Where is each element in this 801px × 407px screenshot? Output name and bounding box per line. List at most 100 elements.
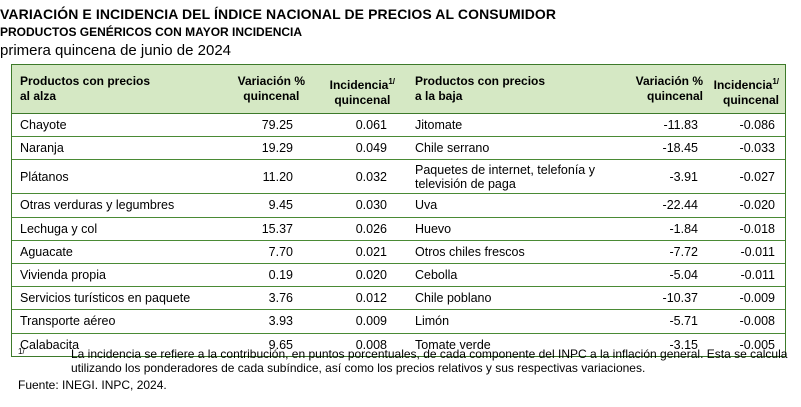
variation-up: 9.45 — [268, 198, 293, 213]
incidence-down: -0.020 — [739, 198, 775, 213]
product-down: Jitomate — [415, 118, 463, 132]
variation-up: 3.93 — [268, 314, 293, 329]
variation-up: 15.37 — [261, 221, 293, 236]
variation-down: -22.44 — [662, 198, 698, 213]
table-row: Transporte aéreo 3.93 0.009 Limón -5.71 … — [12, 310, 785, 334]
incidence-up: 0.021 — [355, 244, 387, 259]
incidence-up: 0.030 — [355, 198, 387, 213]
variation-down: -1.84 — [669, 221, 699, 236]
incidence-down: -0.009 — [739, 291, 775, 306]
product-down-line2: televisión de paga — [415, 177, 516, 192]
header-baja: Productos con precios a la baja — [415, 74, 545, 104]
incidence-up: 0.026 — [355, 221, 387, 236]
product-down: Chile serrano — [415, 141, 490, 156]
footnote-text: La incidencia se refiere a la contribuci… — [71, 347, 788, 375]
header-var-alza-line2: quincenal — [243, 89, 300, 103]
table-row: Lechuga y col 15.37 0.026 Huevo -1.84 -0… — [12, 218, 785, 241]
product-down: Limón — [415, 314, 450, 329]
incidence-down: -0.011 — [740, 267, 775, 282]
variation-up: 79.25 — [261, 118, 293, 132]
table-title: VARIACIÓN E INCIDENCIA DEL ÍNDICE NACION… — [0, 6, 557, 22]
header-var-alza-line1: Variación % — [237, 74, 305, 88]
table-period: primera quincena de junio de 2024 — [0, 42, 231, 59]
product-down: Otros chiles frescos — [415, 244, 525, 259]
product-down-line1: Paquetes de internet, telefonía y — [415, 163, 595, 178]
header-inc-alza: Incidencia1/ quincenal — [330, 74, 395, 108]
header-inc-alza-sup: 1/ — [388, 77, 395, 86]
table-row: Plátanos 11.20 0.032 Paquetes de interne… — [12, 160, 785, 195]
header-alza-line2: al alza — [20, 89, 57, 103]
variation-down: -7.72 — [669, 244, 699, 259]
variation-up: 19.29 — [261, 141, 293, 156]
variation-up: 3.76 — [268, 291, 293, 306]
header-inc-baja-line1: Incidencia — [713, 78, 773, 92]
product-up: Transporte aéreo — [20, 314, 116, 329]
product-up: Lechuga y col — [20, 221, 98, 236]
product-up: Vivienda propia — [20, 267, 106, 282]
header-baja-line2: a la baja — [415, 89, 463, 103]
product-down: Uva — [415, 198, 438, 213]
product-down: Tomate verde — [415, 337, 491, 352]
table-row: Chayote 79.25 0.061 Jitomate -11.83 -0.0… — [12, 114, 785, 138]
header-var-baja: Variación % quincenal — [636, 74, 703, 104]
incidence-up: 0.008 — [355, 337, 387, 352]
variation-up: 9.65 — [268, 337, 293, 352]
incidence-down: -0.005 — [739, 337, 775, 352]
table-row: Naranja 19.29 0.049 Chile serrano -18.45… — [12, 137, 785, 161]
incidence-up: 0.032 — [355, 170, 387, 185]
header-var-baja-line2: quincenal — [646, 89, 703, 103]
product-down: Paquetes de internet, telefonía y televi… — [415, 163, 595, 191]
footnote-marker: 1/ — [18, 347, 25, 356]
incidence-up: 0.012 — [355, 291, 387, 306]
product-up: Servicios turísticos en paquete — [20, 291, 191, 306]
incidence-up: 0.009 — [355, 314, 387, 329]
variation-up: 11.20 — [262, 170, 293, 185]
incidence-up: 0.061 — [355, 118, 387, 132]
table-row: Calabacita 9.65 0.008 Tomate verde -3.15… — [12, 334, 785, 356]
header-inc-baja-sup: 1/ — [772, 77, 779, 86]
product-down: Huevo — [415, 221, 452, 236]
header-inc-baja: Incidencia1/ quincenal — [714, 74, 779, 108]
product-up: Naranja — [20, 141, 64, 156]
header-inc-alza-line2: quincenal — [334, 93, 391, 107]
incidence-table: Productos con precios al alza Variación … — [11, 64, 786, 357]
table-row: Vivienda propia 0.19 0.020 Cebolla -5.04… — [12, 264, 785, 288]
incidence-down: -0.011 — [740, 244, 775, 259]
variation-down: -10.37 — [662, 291, 698, 306]
table-row: Aguacate 7.70 0.021 Otros chiles frescos… — [12, 241, 785, 264]
incidence-up: 0.049 — [355, 141, 387, 156]
table-header: Productos con precios al alza Variación … — [12, 65, 785, 114]
incidence-down: -0.018 — [739, 221, 775, 236]
incidence-down: -0.086 — [739, 118, 775, 132]
source-note: Fuente: INEGI. INPC, 2024. — [18, 378, 167, 392]
product-up: Otras verduras y legumbres — [20, 198, 175, 213]
variation-down: -3.91 — [669, 170, 699, 185]
variation-down: -18.45 — [662, 141, 698, 156]
variation-down: -5.71 — [669, 314, 699, 329]
header-alza: Productos con precios al alza — [20, 74, 150, 104]
header-baja-line1: Productos con precios — [415, 74, 546, 88]
product-down: Cebolla — [415, 267, 458, 282]
header-inc-alza-line1: Incidencia — [329, 78, 389, 92]
product-up: Chayote — [20, 118, 67, 132]
variation-down: -5.04 — [669, 267, 699, 282]
table-subtitle: PRODUCTOS GENÉRICOS CON MAYOR INCIDENCIA — [0, 25, 303, 39]
variation-up: 7.70 — [268, 244, 293, 259]
variation-up: 0.19 — [268, 267, 293, 282]
product-up: Aguacate — [20, 244, 73, 259]
header-inc-baja-line2: quincenal — [722, 93, 779, 107]
table-row: Otras verduras y legumbres 9.45 0.030 Uv… — [12, 194, 785, 218]
table-row: Servicios turísticos en paquete 3.76 0.0… — [12, 287, 785, 311]
product-down: Chile poblano — [415, 291, 492, 306]
incidence-down: -0.027 — [739, 170, 775, 185]
incidence-down: -0.033 — [739, 141, 775, 156]
variation-down: -3.15 — [669, 337, 699, 352]
product-up: Plátanos — [20, 170, 69, 185]
incidence-down: -0.008 — [739, 314, 775, 329]
header-var-alza: Variación % quincenal — [238, 74, 305, 104]
table-body: Chayote 79.25 0.061 Jitomate -11.83 -0.0… — [12, 114, 785, 356]
product-up: Calabacita — [20, 337, 80, 352]
header-var-baja-line1: Variación % — [635, 74, 703, 88]
header-alza-line1: Productos con precios — [20, 74, 151, 88]
variation-down: -11.83 — [663, 118, 698, 132]
